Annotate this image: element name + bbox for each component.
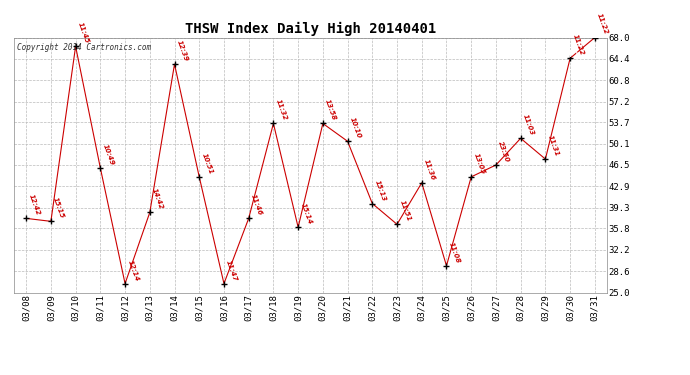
Text: 11:46: 11:46 [250, 194, 263, 217]
Text: 10:49: 10:49 [101, 143, 115, 166]
Text: 15:14: 15:14 [299, 202, 313, 225]
Text: 11:51: 11:51 [398, 200, 411, 222]
Text: 15:13: 15:13 [373, 179, 387, 202]
Text: 13:05: 13:05 [473, 152, 486, 175]
Text: 11:31: 11:31 [546, 134, 560, 157]
Text: 11:22: 11:22 [596, 13, 609, 36]
Text: 11:45: 11:45 [77, 22, 90, 45]
Text: Copyright 2014 Cartronics.com: Copyright 2014 Cartronics.com [17, 43, 151, 52]
Text: 11:22: 11:22 [571, 33, 584, 57]
Text: 13:58: 13:58 [324, 99, 337, 122]
Text: 12:42: 12:42 [28, 194, 41, 217]
Text: 11:32: 11:32 [275, 99, 288, 122]
Text: 11:03: 11:03 [522, 114, 535, 136]
Text: 10:10: 10:10 [349, 117, 362, 140]
Title: THSW Index Daily High 20140401: THSW Index Daily High 20140401 [185, 22, 436, 36]
Text: 12:14: 12:14 [126, 259, 139, 282]
Text: 14:42: 14:42 [151, 188, 164, 211]
Text: 10:51: 10:51 [201, 152, 214, 175]
Text: 15:15: 15:15 [52, 196, 66, 219]
Text: 11:36: 11:36 [423, 158, 436, 181]
Text: 12:39: 12:39 [176, 39, 189, 62]
Text: 11:47: 11:47 [225, 259, 239, 282]
Text: 23:50: 23:50 [497, 140, 511, 163]
Text: 11:08: 11:08 [448, 241, 461, 264]
